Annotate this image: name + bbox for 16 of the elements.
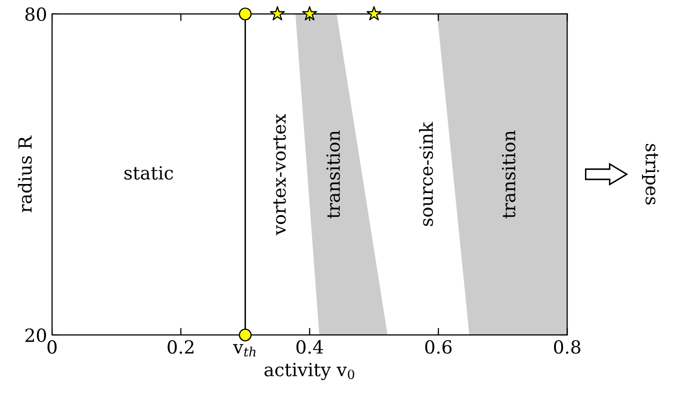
x-tick-label: 0.8: [554, 340, 580, 354]
y-tick-label: 20: [25, 328, 46, 342]
annotation: transition: [502, 130, 516, 218]
x-tick-label: 0.4: [296, 340, 324, 354]
x-tick-label: 0.6: [425, 340, 452, 354]
text: stripes: [642, 144, 660, 205]
x-tick-label: 0.2: [168, 340, 194, 354]
x-axis-title: activity v$_{0}$: [264, 362, 354, 380]
x-tick-label: 0: [48, 340, 57, 354]
annotation: transition: [326, 130, 340, 218]
annotation: static: [124, 166, 174, 180]
annotation: vortex-vortex: [273, 114, 286, 236]
x-tick-label: v$_{th}$: [233, 344, 256, 357]
annotation: source-sink: [419, 122, 434, 226]
y-tick-label: 80: [25, 7, 46, 22]
y-axis-title: radius R: [18, 136, 32, 212]
